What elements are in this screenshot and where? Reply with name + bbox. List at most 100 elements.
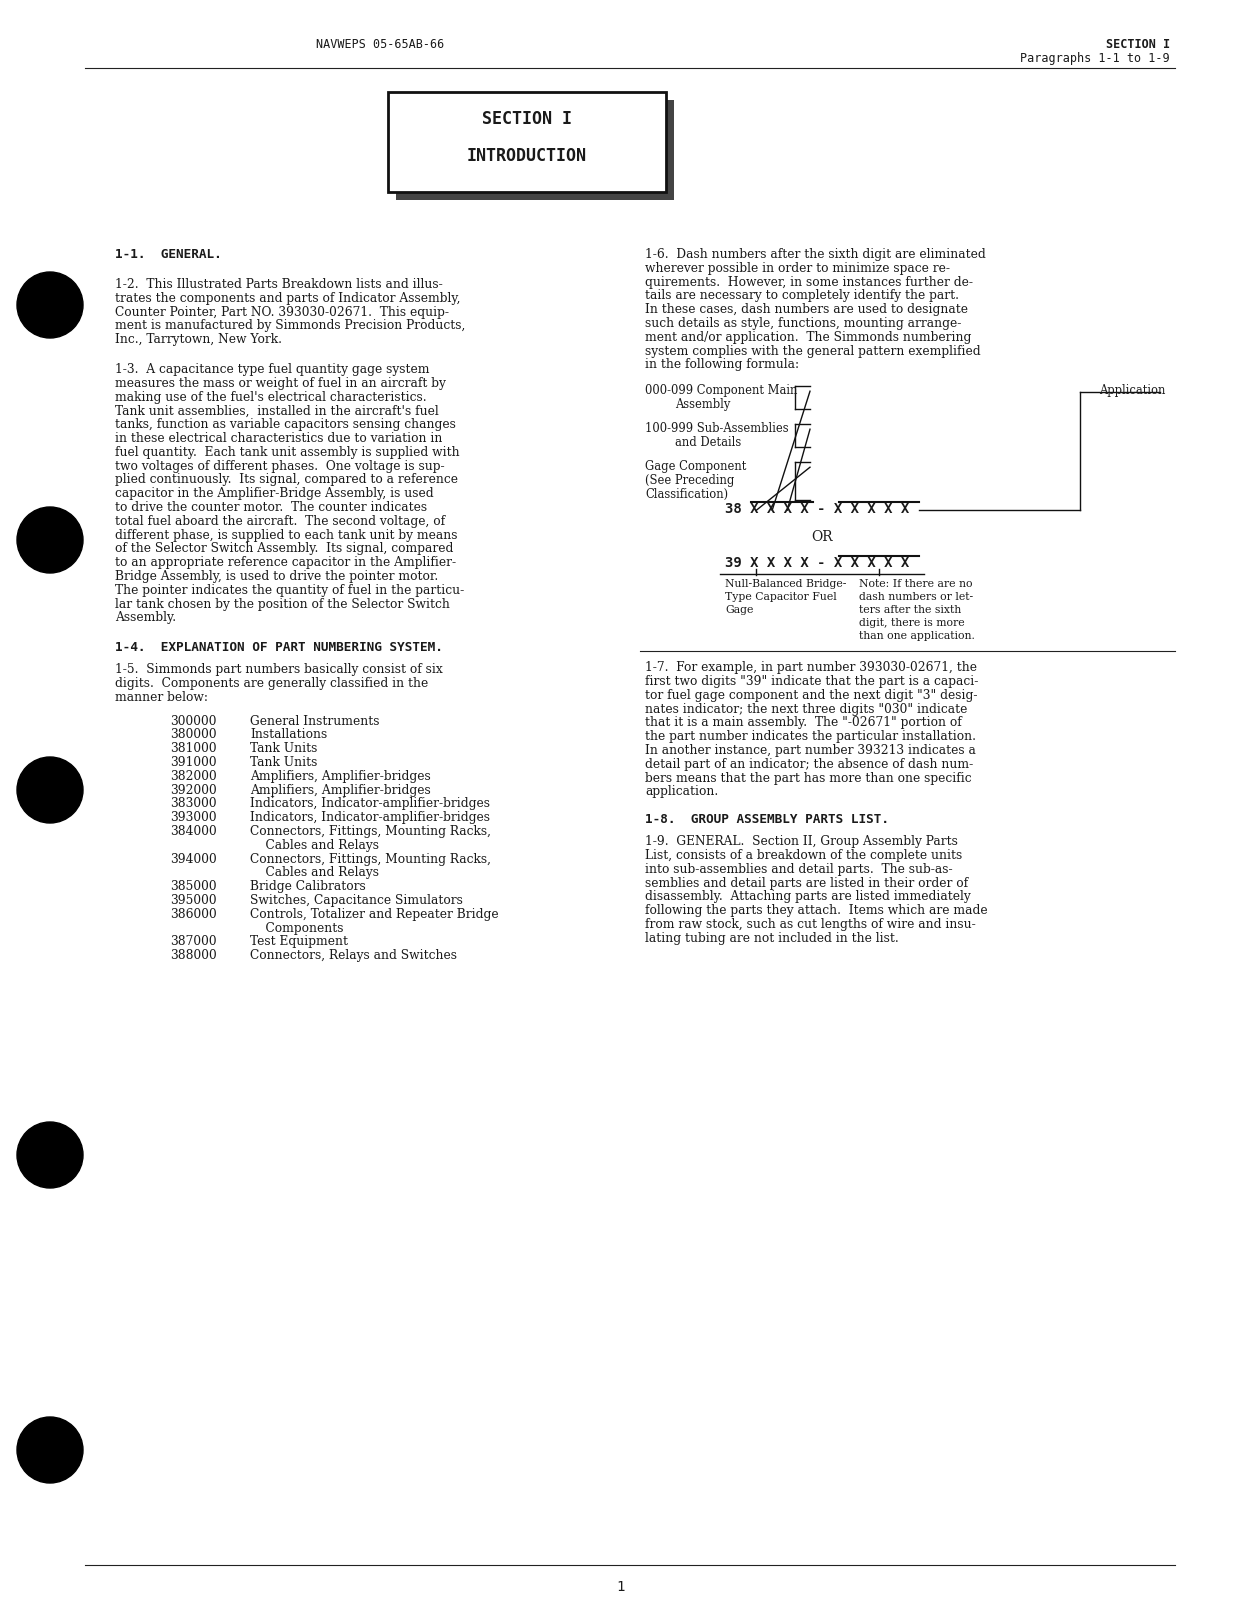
Text: Tank Units: Tank Units <box>250 757 317 770</box>
Text: 394000: 394000 <box>170 852 217 865</box>
Text: total fuel aboard the aircraft.  The second voltage, of: total fuel aboard the aircraft. The seco… <box>115 514 445 527</box>
Circle shape <box>17 1122 83 1188</box>
Text: Application: Application <box>1099 385 1166 398</box>
Text: Counter Pointer, Part NO. 393030-02671.  This equip-: Counter Pointer, Part NO. 393030-02671. … <box>115 306 449 319</box>
Text: 380000: 380000 <box>170 728 217 742</box>
Text: SECTION I: SECTION I <box>1106 39 1171 52</box>
Text: In another instance, part number 393213 indicates a: In another instance, part number 393213 … <box>645 744 976 757</box>
Text: dash numbers or let-: dash numbers or let- <box>859 592 973 602</box>
Circle shape <box>17 1416 83 1483</box>
Text: Amplifiers, Amplifier-bridges: Amplifiers, Amplifier-bridges <box>250 784 430 797</box>
Text: wherever possible in order to minimize space re-: wherever possible in order to minimize s… <box>645 262 950 275</box>
Text: Amplifiers, Amplifier-bridges: Amplifiers, Amplifier-bridges <box>250 770 430 783</box>
Text: 1-5.  Simmonds part numbers basically consist of six: 1-5. Simmonds part numbers basically con… <box>115 663 443 676</box>
Text: Tank unit assemblies,  installed in the aircraft's fuel: Tank unit assemblies, installed in the a… <box>115 404 439 417</box>
Text: NAVWEPS 05-65AB-66: NAVWEPS 05-65AB-66 <box>316 39 444 52</box>
Text: manner below:: manner below: <box>115 690 208 703</box>
Text: INTRODUCTION: INTRODUCTION <box>467 147 587 165</box>
Text: 1-9.  GENERAL.  Section II, Group Assembly Parts: 1-9. GENERAL. Section II, Group Assembly… <box>645 836 957 849</box>
Text: 1-7.  For example, in part number 393030-02671, the: 1-7. For example, in part number 393030-… <box>645 661 977 674</box>
Text: digit, there is more: digit, there is more <box>859 618 965 627</box>
Text: lar tank chosen by the position of the Selector Switch: lar tank chosen by the position of the S… <box>115 598 450 611</box>
Text: the part number indicates the particular installation.: the part number indicates the particular… <box>645 731 976 744</box>
Text: Indicators, Indicator-amplifier-bridges: Indicators, Indicator-amplifier-bridges <box>250 797 490 810</box>
Text: 385000: 385000 <box>170 880 217 893</box>
Text: in the following formula:: in the following formula: <box>645 359 799 372</box>
Text: Type Capacitor Fuel: Type Capacitor Fuel <box>725 592 837 602</box>
Text: 38 X X X X - X X X X X: 38 X X X X - X X X X X <box>725 503 909 516</box>
Text: of the Selector Switch Assembly.  Its signal, compared: of the Selector Switch Assembly. Its sig… <box>115 542 454 555</box>
Text: Indicators, Indicator-amplifier-bridges: Indicators, Indicator-amplifier-bridges <box>250 812 490 825</box>
Text: different phase, is supplied to each tank unit by means: different phase, is supplied to each tan… <box>115 529 458 542</box>
Text: trates the components and parts of Indicator Assembly,: trates the components and parts of Indic… <box>115 291 460 304</box>
Text: Test Equipment: Test Equipment <box>250 935 348 949</box>
Text: 383000: 383000 <box>170 797 217 810</box>
Text: Connectors, Relays and Switches: Connectors, Relays and Switches <box>250 949 458 962</box>
Text: Gage Component: Gage Component <box>645 461 746 474</box>
Text: 384000: 384000 <box>170 825 217 838</box>
Text: In these cases, dash numbers are used to designate: In these cases, dash numbers are used to… <box>645 304 968 317</box>
Text: to drive the counter motor.  The counter indicates: to drive the counter motor. The counter … <box>115 501 427 514</box>
Text: two voltages of different phases.  One voltage is sup-: two voltages of different phases. One vo… <box>115 459 445 472</box>
Text: semblies and detail parts are listed in their order of: semblies and detail parts are listed in … <box>645 876 968 889</box>
Text: (See Preceding: (See Preceding <box>645 474 734 487</box>
Text: tor fuel gage component and the next digit "3" desig-: tor fuel gage component and the next dig… <box>645 689 977 702</box>
Text: first two digits "39" indicate that the part is a capaci-: first two digits "39" indicate that the … <box>645 674 978 687</box>
Text: in these electrical characteristics due to variation in: in these electrical characteristics due … <box>115 432 443 445</box>
Text: and Details: and Details <box>675 437 742 450</box>
Text: Inc., Tarrytown, New York.: Inc., Tarrytown, New York. <box>115 333 281 346</box>
Text: Connectors, Fittings, Mounting Racks,: Connectors, Fittings, Mounting Racks, <box>250 852 491 865</box>
Text: 1-2.  This Illustrated Parts Breakdown lists and illus-: 1-2. This Illustrated Parts Breakdown li… <box>115 278 443 291</box>
Text: system complies with the general pattern exemplified: system complies with the general pattern… <box>645 344 981 357</box>
Text: 1: 1 <box>616 1580 624 1594</box>
Text: following the parts they attach.  Items which are made: following the parts they attach. Items w… <box>645 904 987 917</box>
Bar <box>396 100 675 201</box>
Text: Installations: Installations <box>250 728 327 742</box>
Text: 1-4.  EXPLANATION OF PART NUMBERING SYSTEM.: 1-4. EXPLANATION OF PART NUMBERING SYSTE… <box>115 642 443 655</box>
Text: quirements.  However, in some instances further de-: quirements. However, in some instances f… <box>645 275 973 288</box>
Text: Classification): Classification) <box>645 488 728 501</box>
Text: 392000: 392000 <box>170 784 217 797</box>
Text: measures the mass or weight of fuel in an aircraft by: measures the mass or weight of fuel in a… <box>115 377 446 390</box>
Text: Cables and Relays: Cables and Relays <box>250 839 379 852</box>
Text: Paragraphs 1-1 to 1-9: Paragraphs 1-1 to 1-9 <box>1021 52 1171 65</box>
Text: Controls, Totalizer and Repeater Bridge: Controls, Totalizer and Repeater Bridge <box>250 907 498 920</box>
Text: that it is a main assembly.  The "-02671" portion of: that it is a main assembly. The "-02671"… <box>645 716 962 729</box>
Text: Note: If there are no: Note: If there are no <box>859 579 973 589</box>
Text: capacitor in the Amplifier-Bridge Assembly, is used: capacitor in the Amplifier-Bridge Assemb… <box>115 487 434 500</box>
Text: 1-1.  GENERAL.: 1-1. GENERAL. <box>115 247 222 260</box>
Text: OR: OR <box>811 530 832 545</box>
Text: 000-099 Component Main: 000-099 Component Main <box>645 385 797 398</box>
Bar <box>388 92 666 192</box>
Text: bers means that the part has more than one specific: bers means that the part has more than o… <box>645 771 972 784</box>
Text: 393000: 393000 <box>170 812 217 825</box>
Text: into sub-assemblies and detail parts.  The sub-as-: into sub-assemblies and detail parts. Th… <box>645 863 952 876</box>
Text: Cables and Relays: Cables and Relays <box>250 867 379 880</box>
Text: 388000: 388000 <box>170 949 217 962</box>
Text: application.: application. <box>645 786 718 799</box>
Text: lating tubing are not included in the list.: lating tubing are not included in the li… <box>645 931 899 944</box>
Text: 391000: 391000 <box>170 757 217 770</box>
Text: Assembly: Assembly <box>675 398 730 411</box>
Text: detail part of an indicator; the absence of dash num-: detail part of an indicator; the absence… <box>645 758 973 771</box>
Text: 382000: 382000 <box>170 770 217 783</box>
Text: fuel quantity.  Each tank unit assembly is supplied with: fuel quantity. Each tank unit assembly i… <box>115 446 460 459</box>
Text: to an appropriate reference capacitor in the Amplifier-: to an appropriate reference capacitor in… <box>115 556 456 569</box>
Text: such details as style, functions, mounting arrange-: such details as style, functions, mounti… <box>645 317 961 330</box>
Text: Connectors, Fittings, Mounting Racks,: Connectors, Fittings, Mounting Racks, <box>250 825 491 838</box>
Text: ment and/or application.  The Simmonds numbering: ment and/or application. The Simmonds nu… <box>645 331 971 344</box>
Text: making use of the fuel's electrical characteristics.: making use of the fuel's electrical char… <box>115 391 427 404</box>
Text: Components: Components <box>250 922 343 935</box>
Text: 395000: 395000 <box>170 894 217 907</box>
Text: ment is manufactured by Simmonds Precision Products,: ment is manufactured by Simmonds Precisi… <box>115 320 465 333</box>
Circle shape <box>17 508 83 572</box>
Circle shape <box>17 757 83 823</box>
Text: The pointer indicates the quantity of fuel in the particu-: The pointer indicates the quantity of fu… <box>115 584 464 597</box>
Text: plied continuously.  Its signal, compared to a reference: plied continuously. Its signal, compared… <box>115 474 458 487</box>
Text: Switches, Capacitance Simulators: Switches, Capacitance Simulators <box>250 894 463 907</box>
Text: 381000: 381000 <box>170 742 217 755</box>
Text: 39 X X X X - X X X X X: 39 X X X X - X X X X X <box>725 556 909 571</box>
Circle shape <box>17 272 83 338</box>
Text: 1-8.  GROUP ASSEMBLY PARTS LIST.: 1-8. GROUP ASSEMBLY PARTS LIST. <box>645 813 889 826</box>
Text: Gage: Gage <box>725 605 754 614</box>
